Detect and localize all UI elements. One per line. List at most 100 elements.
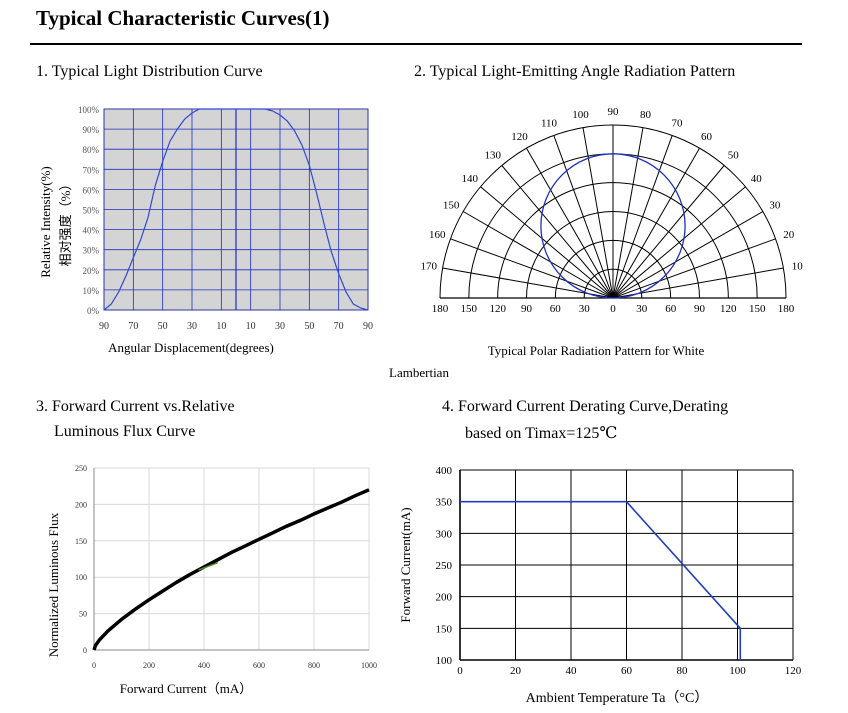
derating-series-line xyxy=(460,500,742,660)
y-tick-label: 300 xyxy=(436,528,453,540)
x-tick-label: 50 xyxy=(304,321,314,332)
polar-radial-line xyxy=(526,147,614,299)
x-tick-label: 1000 xyxy=(361,661,377,670)
polar-bottom-label: 180 xyxy=(778,303,795,315)
y-tick-label: 0 xyxy=(83,646,87,655)
polar-radial-line xyxy=(612,165,725,299)
y-tick-label: 90% xyxy=(83,125,100,135)
polar-bottom-label: 180 xyxy=(432,303,449,315)
flux-series-highlight xyxy=(198,561,219,571)
polar-bottom-label: 120 xyxy=(720,303,737,315)
polar-angle-label: 90 xyxy=(608,106,620,118)
y-tick-label: 200 xyxy=(75,500,87,509)
x-tick-label: 400 xyxy=(198,661,210,670)
polar-radial-line xyxy=(450,238,614,299)
polar-radial-line xyxy=(480,186,614,299)
x-tick-label: 20 xyxy=(510,665,522,677)
polar-caption: Typical Polar Radiation Pattern for Whit… xyxy=(488,343,705,358)
x-tick-label: 30 xyxy=(275,321,285,332)
polar-angle-label: 140 xyxy=(461,173,478,185)
lambertian-pattern xyxy=(540,153,686,299)
x-tick-label: 10 xyxy=(246,321,256,332)
x-axis-label: Ambient Temperature Ta（°C） xyxy=(526,690,709,706)
polar-radial-line xyxy=(553,135,614,299)
polar-bottom-label: 90 xyxy=(694,303,706,315)
polar-angle-label: 50 xyxy=(728,150,740,162)
intensity-series-line xyxy=(103,108,369,311)
x-tick-label: 50 xyxy=(158,321,168,332)
y-tick-label: 30% xyxy=(83,246,100,256)
y-axis-label: Normalized Luminous Flux xyxy=(46,512,61,657)
polar-bottom-label: 60 xyxy=(550,303,562,315)
polar-radial-line xyxy=(612,238,776,299)
y-tick-label: 250 xyxy=(436,560,453,572)
y-tick-label: 60% xyxy=(83,185,100,195)
polar-radial-line xyxy=(612,211,764,299)
section-3-subtitle: Luminous Flux Curve xyxy=(54,423,196,440)
y-axis-label: Forward Current(mA) xyxy=(398,507,413,622)
polar-angle-label: 110 xyxy=(541,117,558,129)
polar-radial-line xyxy=(612,186,746,299)
polar-bottom-label: 150 xyxy=(461,303,478,315)
polar-angle-label: 130 xyxy=(485,150,502,162)
y-axis-label: Relative Intensity(%) xyxy=(38,166,53,278)
section-4-title: 4. Forward Current Derating Curve,Derati… xyxy=(442,398,729,415)
x-tick-label: 120 xyxy=(785,665,802,677)
x-tick-label: 70 xyxy=(128,321,138,332)
x-tick-label: 0 xyxy=(92,661,96,670)
polar-radial-line xyxy=(501,165,614,299)
x-tick-label: 60 xyxy=(621,665,633,677)
polar-radial-line xyxy=(612,267,784,299)
polar-angle-label: 100 xyxy=(572,109,589,121)
polar-angle-label: 10 xyxy=(792,261,804,273)
polar-radial-line xyxy=(582,127,614,299)
polar-angle-label: 160 xyxy=(429,229,446,241)
y-axis-label-cn: 相对强度（%） xyxy=(58,178,73,267)
y-tick-label: 100 xyxy=(75,573,87,582)
y-tick-label: 10% xyxy=(83,286,100,296)
polar-radial-line xyxy=(612,147,700,299)
y-tick-label: 150 xyxy=(75,537,87,546)
x-tick-label: 90 xyxy=(99,321,109,332)
section-4-subtitle: based on Timax=125℃ xyxy=(465,425,618,442)
polar-angle-label: 40 xyxy=(751,173,763,185)
x-tick-label: 80 xyxy=(677,665,689,677)
x-tick-label: 600 xyxy=(253,661,265,670)
polar-angle-label: 170 xyxy=(421,261,438,273)
page-title: Typical Characteristic Curves(1) xyxy=(36,6,330,30)
y-tick-label: 100 xyxy=(436,655,453,667)
x-tick-label: 200 xyxy=(143,661,155,670)
polar-bottom-label: 60 xyxy=(665,303,677,315)
flux-series-line xyxy=(92,488,370,651)
y-tick-label: 50 xyxy=(79,610,87,619)
polar-bottom-label: 30 xyxy=(579,303,591,315)
x-axis-label: Angular Displacement(degrees) xyxy=(108,340,274,355)
y-tick-label: 400 xyxy=(436,465,453,477)
polar-bottom-label: 90 xyxy=(521,303,533,315)
polar-angle-label: 70 xyxy=(672,117,684,129)
y-tick-label: 40% xyxy=(83,226,100,236)
y-tick-label: 150 xyxy=(436,623,453,635)
polar-radial-line xyxy=(612,127,644,299)
section-2-title: 2. Typical Light-Emitting Angle Radiatio… xyxy=(414,63,736,80)
y-tick-label: 350 xyxy=(436,497,453,509)
section-3-title: 3. Forward Current vs.Relative xyxy=(36,398,235,415)
y-tick-label: 200 xyxy=(436,592,453,604)
y-tick-label: 250 xyxy=(75,464,87,473)
polar-bottom-label: 150 xyxy=(749,303,766,315)
x-tick-label: 40 xyxy=(566,665,578,677)
polar-angle-label: 30 xyxy=(769,200,781,212)
y-tick-label: 80% xyxy=(83,145,100,155)
x-axis-label: Forward Current（mA） xyxy=(120,681,253,696)
polar-angle-label: 20 xyxy=(783,229,795,241)
polar-bottom-label: 30 xyxy=(636,303,648,315)
polar-radial-line xyxy=(462,211,614,299)
polar-radial-line xyxy=(612,135,673,299)
polar-angle-label: 80 xyxy=(640,109,652,121)
title-divider xyxy=(30,43,802,45)
x-tick-label: 800 xyxy=(308,661,320,670)
polar-caption-line2: Lambertian xyxy=(389,365,449,380)
x-tick-label: 10 xyxy=(216,321,226,332)
